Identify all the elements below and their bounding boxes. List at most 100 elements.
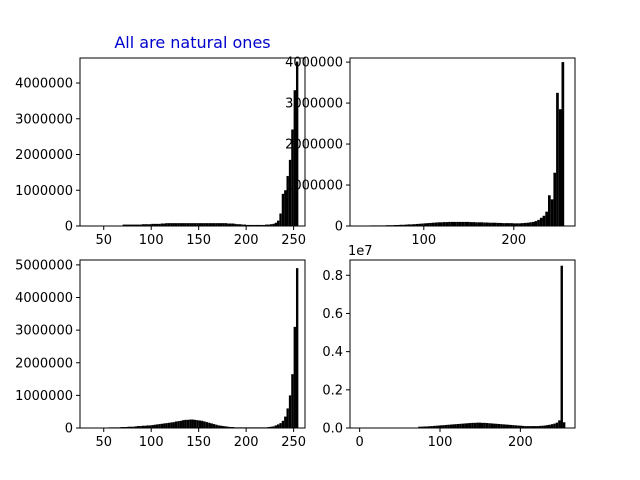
histogram-bar [434,222,438,226]
histogram-bar [224,223,228,226]
y-tick-label: 3000000 [15,324,73,339]
histogram-bar [215,223,218,226]
histogram-bar [488,222,492,226]
y-tick-label: 0.4 [322,345,343,360]
histogram-bar [198,223,202,226]
histogram-bar [186,419,190,428]
histogram-bar [151,223,154,226]
histogram-bar [466,423,469,428]
histogram-bar [125,224,128,226]
histogram-bar [295,61,299,226]
histogram-bar [191,419,194,428]
histogram-bar [464,221,467,226]
histogram-bar [165,423,168,428]
histogram-bar [560,265,563,428]
histogram-bar [193,223,197,226]
histogram-bar [144,224,147,226]
histogram-bar [562,422,566,428]
histogram-bar [469,222,473,226]
histogram-bar [480,222,484,226]
histogram-bar [456,423,460,428]
histogram-bar [534,426,537,428]
histogram-bar [524,426,527,428]
histogram-bar [291,374,294,428]
x-tick-label: 250 [281,435,306,450]
histogram-bar [448,221,451,226]
histogram-bar [174,421,178,428]
histogram-bar [440,222,443,226]
histogram-bar [475,222,478,226]
y-tick-label: 4000000 [285,56,343,71]
y-tick-label: 3000000 [15,112,73,127]
histogram-bar [558,109,562,226]
y-tick-label: 4000000 [15,77,73,92]
histogram-bar [179,223,183,226]
histogram-bar [499,222,503,226]
x-tick-label: 100 [428,435,453,450]
histogram-bar [415,223,419,226]
y-tick-label: 1000000 [15,389,73,404]
histogram-bar [437,222,440,226]
y-tick-label: 0.6 [322,307,343,322]
histogram-bar [170,422,173,428]
histogram-bar [241,224,244,226]
histogram-bar [265,224,268,226]
histogram-bar [155,223,159,226]
histogram-bar [193,419,197,428]
histogram-bar [490,423,494,428]
histogram-bar [420,426,424,428]
x-tick-label: 200 [234,233,259,248]
histogram-bar [450,221,454,226]
x-tick-label: 200 [508,435,533,450]
histogram-bar [136,426,140,428]
histogram-bar [452,424,455,428]
histogram-bar [144,425,147,428]
histogram-bar [134,426,137,428]
histogram-bar [407,224,411,226]
y-tick-label: 2000000 [15,356,73,371]
x-tick-label: 0 [356,435,364,450]
histogram-bar [172,422,175,428]
histogram-bar [170,223,173,226]
histogram-bar [243,224,247,226]
y-tick-label: 2000000 [15,148,73,163]
histogram-bar [437,425,440,428]
histogram-bar [453,221,457,226]
histogram-bar [129,426,133,428]
histogram-bar [442,222,446,226]
x-tick-label: 150 [186,435,211,450]
x-tick-label: 50 [95,233,112,248]
histogram-bar [423,426,426,428]
histogram-bar [512,223,516,226]
y-tick-label: 1000000 [285,179,343,194]
histogram-bar [129,224,133,226]
axes-frame [349,57,576,227]
histogram-bar [248,224,251,226]
histogram-bar [429,222,432,226]
histogram-bar [471,422,474,428]
histogram-bar [163,223,166,226]
histogram-bar [478,422,481,428]
histogram-bar [517,425,520,428]
histogram-bar [163,423,166,428]
histogram-bar [167,223,171,226]
histogram-bar [476,422,479,428]
histogram-bar [523,222,527,226]
histogram-bar [496,222,500,226]
histogram-bar [526,222,530,226]
histogram-bar [558,420,561,428]
histogram-bar [440,425,443,428]
axes-frame [79,57,306,227]
histogram-bar [212,424,216,428]
histogram-bar [485,222,489,226]
histogram-bar [269,224,273,226]
y-tick-label: 5000000 [15,258,73,273]
histogram-bar [493,423,496,428]
histogram-bar [276,424,280,428]
histogram-bar [136,224,140,226]
x-tick-label: 150 [186,233,211,248]
histogram-bar [550,199,554,226]
histogram-bar [402,224,405,226]
histogram-bar [222,426,225,428]
histogram-bar [224,426,228,428]
